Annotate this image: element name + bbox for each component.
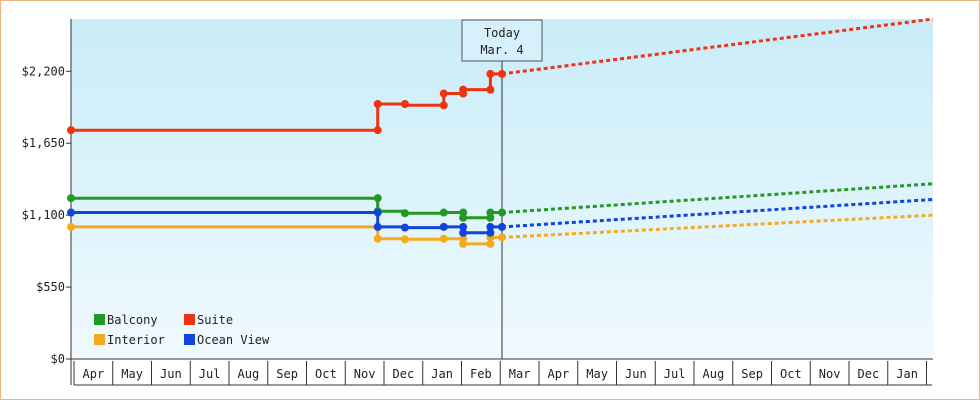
x-tick-label: May [586,367,608,381]
interior-data-point [459,239,468,248]
balcony-data-point [400,209,409,218]
ocean-view-data-point [373,208,382,217]
interior-forecast-line [501,213,934,239]
suite-data-point [373,126,382,135]
x-tick-label: Feb [470,367,492,381]
x-tick-label: Aug [238,367,260,381]
balcony-data-point [373,194,382,203]
balcony-data-point [498,208,506,217]
x-tick-label: Apr [548,367,570,381]
x-tick-label: Mar [509,367,531,381]
x-tick-label: May [121,367,143,381]
legend-label-balcony: Balcony [107,313,158,327]
y-axis: $0 $550 $1,100 $1,650 $2,200 [22,19,72,385]
interior-data-point [373,234,382,243]
suite-data-point [459,85,468,94]
balcony-forecast-line [501,182,934,215]
x-tick-label: Oct [315,367,337,381]
x-tick-label: Jun [160,367,182,381]
suite-data-point [439,89,448,98]
y-tick-label: $1,100 [22,208,65,222]
x-tick-label: Dec [393,367,415,381]
balcony-data-point [439,208,448,217]
ocean-view-data-point [439,222,448,231]
legend-swatch-suite [184,314,195,325]
ocean-view-forecast-line [501,197,934,229]
x-tick-label: Aug [703,367,725,381]
ocean-view-data-point [459,228,468,237]
interior-data-point [400,235,409,244]
suite-data-point [439,101,448,110]
legend-swatch-interior [94,334,105,345]
x-tick-label: Jul [199,367,221,381]
y-tick-label: $1,650 [22,136,65,150]
x-tick-label: Jun [625,367,647,381]
legend-label-ocean-view: Ocean View [197,333,270,347]
balcony-data-point [67,194,75,203]
balcony-data-point [486,208,495,217]
x-tick-label: Sep [276,367,298,381]
ocean-view-data-point [373,222,382,231]
interior-data-point [498,233,506,242]
x-axis: Apr May Jun Jul Aug Sep Oct Nov Dec Jan Feb Mar Apr M… [71,358,933,386]
legend-label-interior: Interior [107,333,165,347]
interior-data-point [439,234,448,243]
x-tick-label: Dec [858,367,880,381]
interior-data-point [486,239,495,248]
today-label-box [461,19,543,62]
y-tick-label: $0 [51,352,65,366]
x-tick-label: Nov [819,367,841,381]
suite-data-point [486,85,495,94]
legend: Balcony Suite Interior Ocean View [94,313,270,347]
y-tick-label: $2,200 [22,64,65,78]
balcony-data-point [459,213,468,222]
suite-data-point [67,126,75,135]
ocean-view-data-point [486,228,495,237]
x-tick-label: Oct [780,367,802,381]
today-marker: Today Mar. 4 [461,19,543,359]
ocean-view-data-point [498,222,506,231]
x-tick-label: Jan [431,367,453,381]
suite-data-point [373,100,382,108]
ocean-view-data-point [459,222,468,231]
suite-data-point [486,69,495,78]
ocean-view-data-point [67,208,75,217]
suite-data-point [400,100,409,108]
interior-data-point [67,222,75,231]
x-tick-label: Jul [664,367,686,381]
x-tick-label: Nov [354,367,376,381]
legend-swatch-balcony [94,314,105,325]
legend-swatch-ocean-view [184,334,195,345]
x-tick-label: Jan [896,367,918,381]
x-tick-label: Apr [83,367,105,381]
today-label: Today [484,26,520,40]
today-date-label: Mar. 4 [480,43,523,57]
series-layer [67,17,934,248]
ocean-view-data-point [486,222,495,231]
legend-label-suite: Suite [197,313,233,327]
x-tick-label: Sep [741,367,763,381]
suite-forecast-line [501,17,934,76]
suite-data-point [498,69,506,78]
y-tick-label: $550 [36,280,65,294]
ocean-view-data-point [400,223,409,232]
